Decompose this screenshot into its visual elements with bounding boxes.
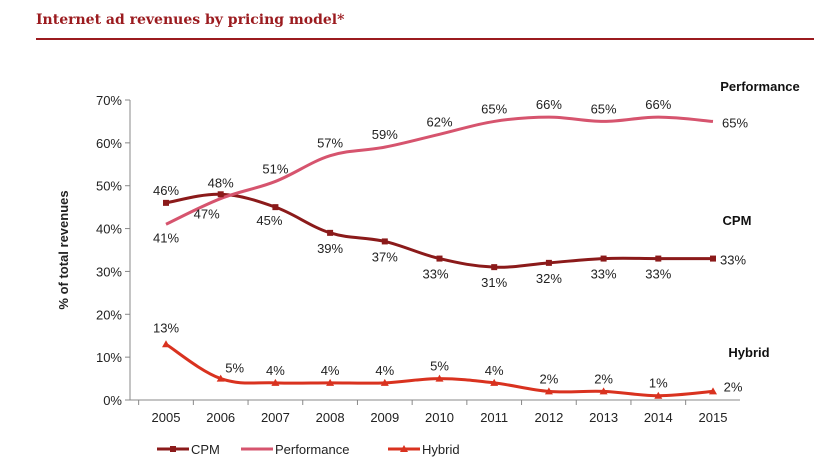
data-point-hybrid bbox=[326, 378, 335, 386]
data-point-cpm bbox=[491, 264, 498, 271]
data-point-hybrid bbox=[380, 378, 389, 386]
data-label-hybrid: 5% bbox=[225, 361, 244, 376]
y-tick-label: 10% bbox=[96, 350, 122, 365]
data-label-hybrid: 4% bbox=[321, 363, 340, 378]
legend-marker-cpm bbox=[170, 446, 176, 452]
y-axis-title: % of total revenues bbox=[56, 190, 71, 309]
data-point-cpm bbox=[327, 229, 334, 236]
data-label-performance: 65% bbox=[591, 101, 617, 116]
series-markers bbox=[162, 191, 717, 399]
data-label-hybrid: 2% bbox=[724, 379, 743, 394]
data-point-hybrid bbox=[544, 387, 553, 395]
data-label-cpm: 37% bbox=[372, 249, 398, 264]
data-label-cpm: 32% bbox=[536, 271, 562, 286]
legend-label-performance: Performance bbox=[275, 442, 349, 457]
x-tick-label: 2015 bbox=[699, 410, 728, 425]
title-rule bbox=[36, 38, 814, 40]
x-tick-label: 2008 bbox=[316, 410, 345, 425]
data-point-hybrid bbox=[435, 374, 444, 382]
data-label-performance: 66% bbox=[645, 97, 671, 112]
data-label-cpm: 46% bbox=[153, 183, 179, 198]
data-point-cpm bbox=[163, 199, 169, 206]
y-tick-label: 50% bbox=[96, 179, 122, 194]
x-tick-label: 2009 bbox=[370, 410, 399, 425]
legend-label-cpm: CPM bbox=[191, 442, 220, 457]
data-label-performance: 41% bbox=[153, 230, 179, 245]
data-label-cpm: 48% bbox=[208, 175, 234, 190]
x-tick-label: 2010 bbox=[425, 410, 454, 425]
data-label-hybrid: 1% bbox=[649, 376, 668, 391]
data-point-cpm bbox=[545, 259, 552, 266]
data-label-cpm: 33% bbox=[720, 253, 746, 268]
data-label-cpm: 33% bbox=[645, 267, 671, 282]
data-point-hybrid bbox=[271, 378, 280, 386]
data-label-cpm: 33% bbox=[591, 267, 617, 282]
data-label-hybrid: 4% bbox=[485, 363, 504, 378]
data-label-cpm: 45% bbox=[256, 213, 282, 228]
data-point-cpm bbox=[710, 255, 716, 262]
series-name-performance: Performance bbox=[720, 79, 799, 94]
y-tick-label: 0% bbox=[103, 393, 122, 408]
data-label-cpm: 39% bbox=[317, 241, 343, 256]
data-point-hybrid bbox=[654, 391, 663, 399]
data-label-cpm: 31% bbox=[481, 275, 507, 290]
chart-title: Internet ad revenues by pricing model* bbox=[36, 12, 345, 28]
x-tick-label: 2007 bbox=[261, 410, 290, 425]
data-label-hybrid: 4% bbox=[375, 363, 394, 378]
data-point-cpm bbox=[272, 204, 279, 211]
data-label-performance: 65% bbox=[722, 115, 748, 130]
y-tick-label: 40% bbox=[96, 222, 122, 237]
data-label-hybrid: 5% bbox=[430, 359, 449, 374]
legend-label-hybrid: Hybrid bbox=[422, 442, 460, 457]
series-name-cpm: CPM bbox=[723, 213, 752, 228]
x-tick-label: 2013 bbox=[589, 410, 618, 425]
y-tick-label: 30% bbox=[96, 264, 122, 279]
axes: 0% 10% 20% 30% 40% 50% 60% 70% 2005 2006 2007 2008 2… bbox=[56, 93, 740, 425]
data-point-cpm bbox=[381, 238, 388, 245]
data-point-hybrid bbox=[599, 387, 608, 395]
data-label-performance: 51% bbox=[262, 161, 288, 176]
data-label-hybrid: 2% bbox=[540, 371, 559, 386]
data-point-cpm bbox=[600, 255, 607, 262]
y-tick-label: 20% bbox=[96, 307, 122, 322]
data-label-performance: 57% bbox=[317, 136, 343, 151]
data-point-hybrid bbox=[709, 387, 717, 395]
x-tick-label: 2005 bbox=[152, 410, 181, 425]
y-tick-label: 70% bbox=[96, 93, 122, 108]
legend-marker-hybrid bbox=[400, 445, 408, 452]
data-label-hybrid: 4% bbox=[266, 363, 285, 378]
x-tick-label: 2006 bbox=[206, 410, 235, 425]
series-line-performance bbox=[165, 115, 714, 226]
data-label-cpm: 33% bbox=[422, 267, 448, 282]
data-label-hybrid: 13% bbox=[153, 320, 179, 335]
data-point-cpm bbox=[217, 191, 224, 198]
data-point-cpm bbox=[436, 255, 443, 262]
legend: CPM Performance Hybrid bbox=[157, 442, 460, 457]
data-point-hybrid bbox=[490, 378, 499, 386]
data-label-performance: 47% bbox=[194, 207, 220, 222]
data-point-hybrid bbox=[162, 340, 170, 348]
data-labels: 46% 48% 45% 39% 37% 33% 31% 32% 33% 33% 33% 41% 47% 5… bbox=[153, 79, 800, 394]
series-name-hybrid: Hybrid bbox=[728, 345, 769, 360]
data-label-hybrid: 2% bbox=[594, 371, 613, 386]
y-tick-label: 60% bbox=[96, 136, 122, 151]
x-tick-label: 2012 bbox=[534, 410, 563, 425]
data-label-performance: 66% bbox=[536, 97, 562, 112]
data-label-performance: 62% bbox=[426, 114, 452, 129]
x-tick-label: 2011 bbox=[480, 410, 508, 425]
x-tick-label: 2014 bbox=[644, 410, 673, 425]
data-label-performance: 59% bbox=[372, 127, 398, 142]
data-point-hybrid bbox=[216, 374, 225, 382]
data-point-cpm bbox=[655, 255, 662, 262]
data-label-performance: 65% bbox=[481, 101, 507, 116]
